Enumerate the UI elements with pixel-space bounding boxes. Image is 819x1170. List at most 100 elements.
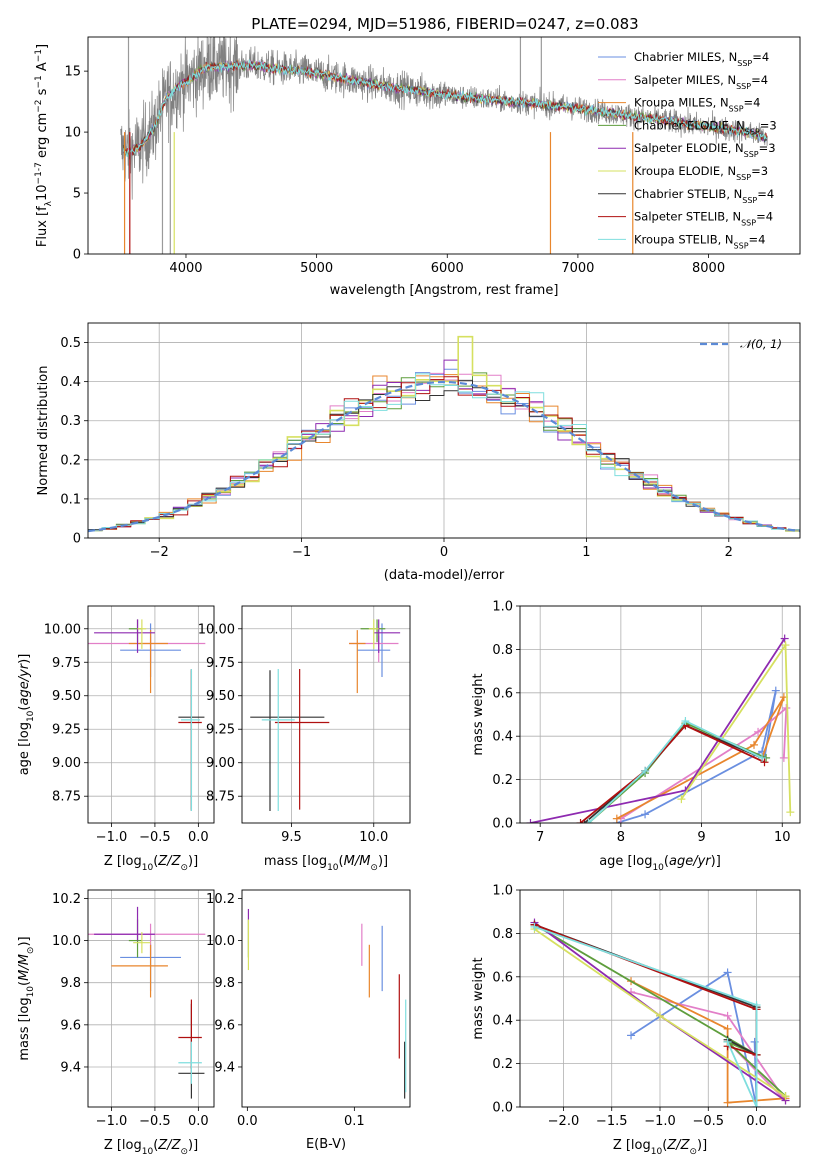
label-part: ( [17,981,32,986]
x-tick-label: 0.0 [188,1114,209,1129]
y-tick-label: 9.6 [214,1018,235,1033]
label-part: 10 [142,863,154,873]
label-part: ( [17,706,32,711]
y-tick-label: 0.8 [492,643,513,658]
y-tick-label: 9.50 [206,689,235,704]
x-tick-label: −0.5 [692,1114,724,1129]
label-part: 10 [651,1147,663,1157]
x-axis-label: age [log10(age/yr)] [599,854,721,873]
y-tick-label: 10.00 [44,622,81,637]
label-part: )] [188,854,198,869]
x-tick-label: −2 [150,545,169,560]
axes-spectrum: 4000 5000 6000 7000 8000 0 5 10 15 wavelength [An… [34,36,801,298]
y-tick-label: 9.4 [214,1060,235,1075]
histogram-steps [88,376,800,531]
x-axis-label: Z [log10(Z/Z⊙)] [613,1138,707,1157]
y-axis-label: mass weight [471,673,486,755]
legend-tail: =4 [744,96,761,110]
label-part: A [35,62,50,75]
x-tick-label: 2 [725,545,733,560]
label-part: 10 [652,863,664,873]
y-tick-label: 9.4 [60,1060,81,1075]
y-tick-label: 9.25 [206,723,235,738]
y-tick-label: 0.6 [492,970,513,985]
x-tick-label: 0 [440,545,448,560]
label-part: )] [711,854,721,869]
x-tick-label: 4000 [169,261,202,276]
label-part: 10 [142,1147,154,1157]
weight-line [620,705,788,820]
x-axis-label: (data-model)/error [384,568,505,583]
x-tick-label: −1.5 [596,1114,628,1129]
x-tick-label: −1 [292,545,311,560]
x-tick-label: 0.0 [188,830,209,845]
legend-sub: SSP [736,81,751,90]
legend-label: Chabrier ELODIE, NSSP=3 [634,118,777,136]
y-tick-label: 0.2 [60,453,81,468]
x-tick-label: 0.1 [344,1114,365,1129]
x-axis-label: mass [log10(M/M⊙)] [264,854,388,873]
y-tick-label: 9.75 [206,656,235,671]
legend-tail: =3 [760,118,777,132]
plot-area-weight_vs_Z [530,918,790,1107]
axes-frame [87,605,215,824]
y-tick-label: 10.0 [52,934,81,949]
axes-frame [87,36,801,255]
x-axis-label: E(B-V) [306,1137,346,1152]
y-tick-label: 0.2 [492,1057,513,1072]
legend-name: Salpeter STELIB, N [634,210,741,224]
y-axis-label: age [log10(age/yr)] [17,654,36,776]
y-tick-label: 9.50 [52,689,81,704]
label-part: )] [378,854,388,869]
label-part: Z/Z [666,1138,690,1153]
y-tick-label: 0.4 [60,375,81,390]
label-part: ( [339,854,344,869]
plot-area-mass_vs_ebv [247,908,407,1099]
plot-area-weight_vs_age [526,634,795,823]
label-part: Z/Z [157,1138,181,1153]
label-part: ⊙ [180,1147,188,1157]
label-part: ⊙ [370,863,378,873]
y-tick-label: 9.8 [60,976,81,991]
legend-name: Salpeter MILES, N [634,73,736,87]
label-part: ⊙ [689,1147,697,1157]
x-tick-label: 0.0 [746,1114,767,1129]
y-tick-label: 0.4 [492,730,513,745]
legend-tail: =4 [751,73,768,87]
x-tick-label: −1.0 [644,1114,676,1129]
label-part: mass [log [264,854,327,869]
label-part: s [35,88,50,99]
x-axis-label: wavelength [Angstrom, rest frame] [330,283,559,298]
label-part: Z [log [104,1138,142,1153]
axes-frame [241,889,411,1108]
label-part: 10 [327,863,339,873]
x-tick-label: 9.5 [281,830,302,845]
label-part: Flux [f [35,206,50,247]
x-tick-label: 5000 [300,261,333,276]
x-tick-label: 8 [617,830,625,845]
label-part: age [log [599,854,652,869]
plot-area-residuals [88,335,800,533]
weight-line [588,722,767,823]
legend-name: Kroupa ELODIE, N [634,164,736,178]
label-part: )] [17,936,32,946]
y-tick-label: 8.75 [206,790,235,805]
label-part: age [log [17,722,32,775]
label-part: ( [153,854,158,869]
label-part: ( [664,854,669,869]
y-tick-label: 9.6 [60,1018,81,1033]
y-tick-label: 0 [73,532,81,547]
legend-label: Kroupa ELODIE, NSSP=3 [634,164,768,182]
legend-sub: SSP [729,104,744,113]
label-part: λ [44,200,54,206]
label-part: M/M [17,954,32,981]
label-part: M/M [344,854,371,869]
label-part: ( [662,1138,667,1153]
x-tick-label: 8000 [692,261,725,276]
weight-line [587,719,763,823]
legend-name: Chabrier ELODIE, N [634,118,745,132]
y-tick-label: 0.6 [492,686,513,701]
weight-line [579,724,765,823]
weight-line [616,696,785,820]
y-axis-label: Normed distribution [36,366,51,496]
